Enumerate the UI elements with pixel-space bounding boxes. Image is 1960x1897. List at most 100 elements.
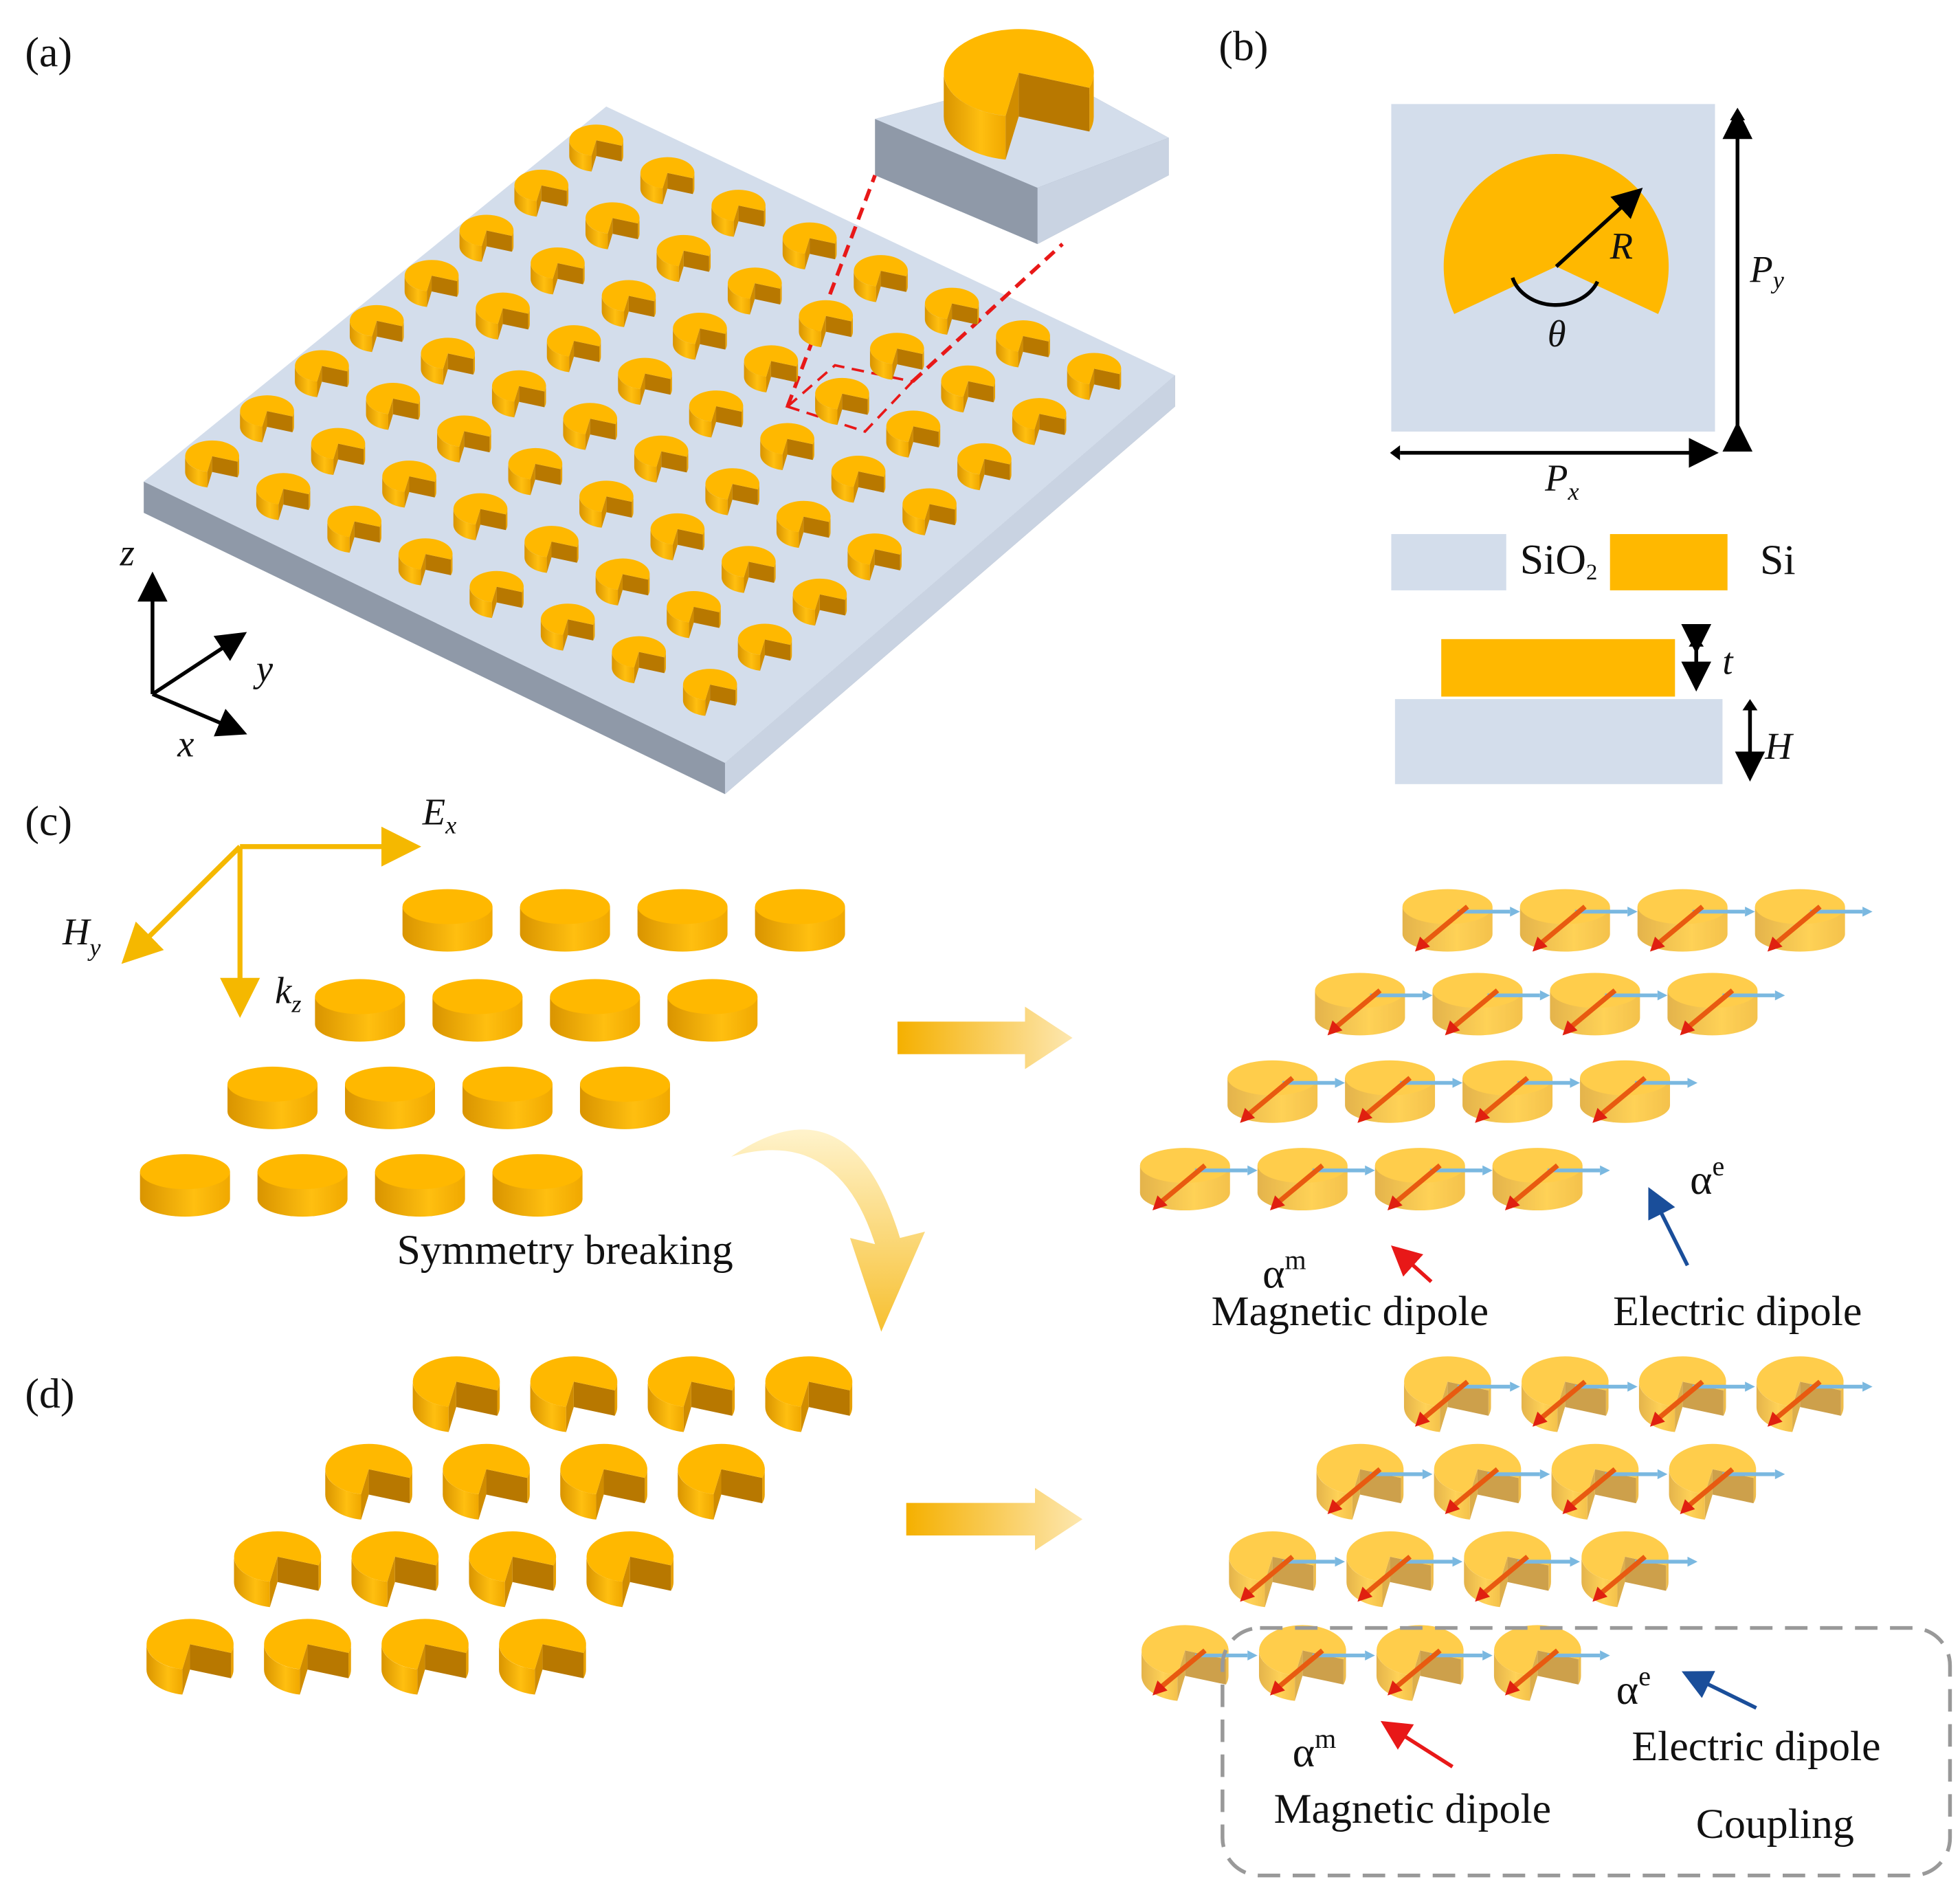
coupling-box [1221, 1626, 1952, 1878]
process-arrow [897, 1006, 1073, 1069]
polarizability: αe [1690, 1151, 1724, 1203]
symbol: α [1690, 1157, 1712, 1203]
period-label: Py [1749, 247, 1784, 293]
resonator [432, 979, 523, 1042]
resonator [492, 1154, 583, 1217]
symbol: P [1544, 456, 1568, 498]
panel-a: (a) z y x [25, 29, 1175, 795]
panel-label: (b) [1218, 23, 1268, 69]
symbol: α [1616, 1667, 1638, 1713]
resonator [351, 1531, 439, 1608]
radius-label: R [1610, 225, 1633, 267]
resonator [234, 1531, 322, 1608]
resonator [469, 1531, 557, 1608]
resonator [647, 1356, 735, 1432]
period-label: Px [1544, 456, 1579, 505]
symbol: H [62, 910, 91, 952]
resonator [667, 979, 758, 1042]
legend-swatch [1610, 534, 1728, 590]
subscript: y [87, 934, 101, 962]
coupling-label: Coupling [1696, 1801, 1854, 1848]
resonator [264, 1619, 351, 1695]
field-label: kz [275, 969, 301, 1018]
angle-label: θ [1548, 313, 1566, 355]
resonator [637, 889, 728, 952]
subscript: x [445, 812, 456, 839]
panel-c: (c) Ex Hy kz Symmetry breaking αm Magnet… [25, 790, 1872, 1335]
thickness-label: t [1722, 641, 1734, 683]
polarizability: αm [1262, 1245, 1306, 1298]
resonator [586, 1531, 674, 1608]
radius-arrow [1555, 188, 1643, 268]
superscript: e [1713, 1151, 1725, 1182]
polarizability: αe [1616, 1661, 1651, 1713]
superscript: m [1284, 1245, 1306, 1276]
slab-top [144, 106, 1175, 763]
dipole-label: Magnetic dipole [1274, 1786, 1551, 1832]
electric-pointer [1681, 1671, 1757, 1710]
symbol: α [1262, 1250, 1284, 1297]
slab-side [724, 375, 1175, 795]
field-label: Hy [62, 910, 101, 962]
resonator [765, 1356, 853, 1432]
subscript: y [1770, 267, 1785, 294]
resonator [412, 1356, 500, 1432]
resonator [499, 1619, 586, 1695]
subscript: 2 [1586, 560, 1597, 585]
legend-swatch [1391, 534, 1506, 590]
axis-label: z [120, 531, 135, 573]
magnetic-pointer [1380, 1720, 1454, 1768]
resonator [325, 1443, 412, 1520]
resonator [257, 1154, 348, 1217]
resonator [462, 1066, 553, 1129]
dipole-label: Electric dipole [1613, 1288, 1862, 1335]
legend-text: SiO [1520, 537, 1586, 584]
field-label: Ex [422, 790, 456, 839]
panel-label: (a) [25, 29, 72, 76]
symbol: k [275, 969, 293, 1011]
legend-label: SiO2 [1520, 537, 1598, 585]
subscript: z [291, 990, 301, 1018]
dipole-label: Magnetic dipole [1212, 1288, 1489, 1335]
electric-pointer [1648, 1187, 1689, 1267]
sio2-layer [1394, 699, 1723, 784]
resonator [530, 1356, 618, 1432]
magnetic-pointer [1390, 1245, 1433, 1283]
legend-label: Si [1760, 537, 1796, 584]
resonator [678, 1443, 765, 1520]
resonator [381, 1619, 469, 1695]
resonator [402, 889, 493, 952]
subscript: x [1567, 478, 1579, 505]
panel-label: (c) [25, 798, 72, 845]
dipole-label: Electric dipole [1632, 1723, 1880, 1770]
transition-label: Symmetry breaking [397, 1227, 733, 1274]
axis-y [151, 632, 247, 696]
polarizability: αm [1293, 1723, 1337, 1776]
curved-arrow [731, 1129, 925, 1332]
symbol: α [1293, 1729, 1315, 1776]
resonator [520, 889, 610, 952]
superscript: m [1315, 1723, 1336, 1754]
angle-arc [1511, 277, 1599, 307]
resonator [375, 1154, 465, 1217]
symbol: P [1749, 247, 1772, 289]
zoom-lines [785, 175, 1064, 433]
si-layer [1441, 639, 1675, 697]
resonator [345, 1066, 435, 1129]
inset-side [1037, 137, 1169, 245]
resonator [146, 1619, 234, 1695]
field-arrow [121, 845, 242, 964]
resonator [550, 979, 641, 1042]
axis-x [151, 692, 247, 737]
resonator [443, 1443, 530, 1520]
resonator [140, 1154, 230, 1217]
panel-label: (d) [25, 1371, 74, 1417]
resonator [755, 889, 845, 952]
arrow-heads [1689, 635, 1758, 711]
process-arrow [906, 1487, 1083, 1551]
resonator [315, 979, 405, 1042]
resonator [560, 1443, 647, 1520]
axis-label: x [177, 723, 194, 765]
symbol: E [422, 790, 445, 832]
